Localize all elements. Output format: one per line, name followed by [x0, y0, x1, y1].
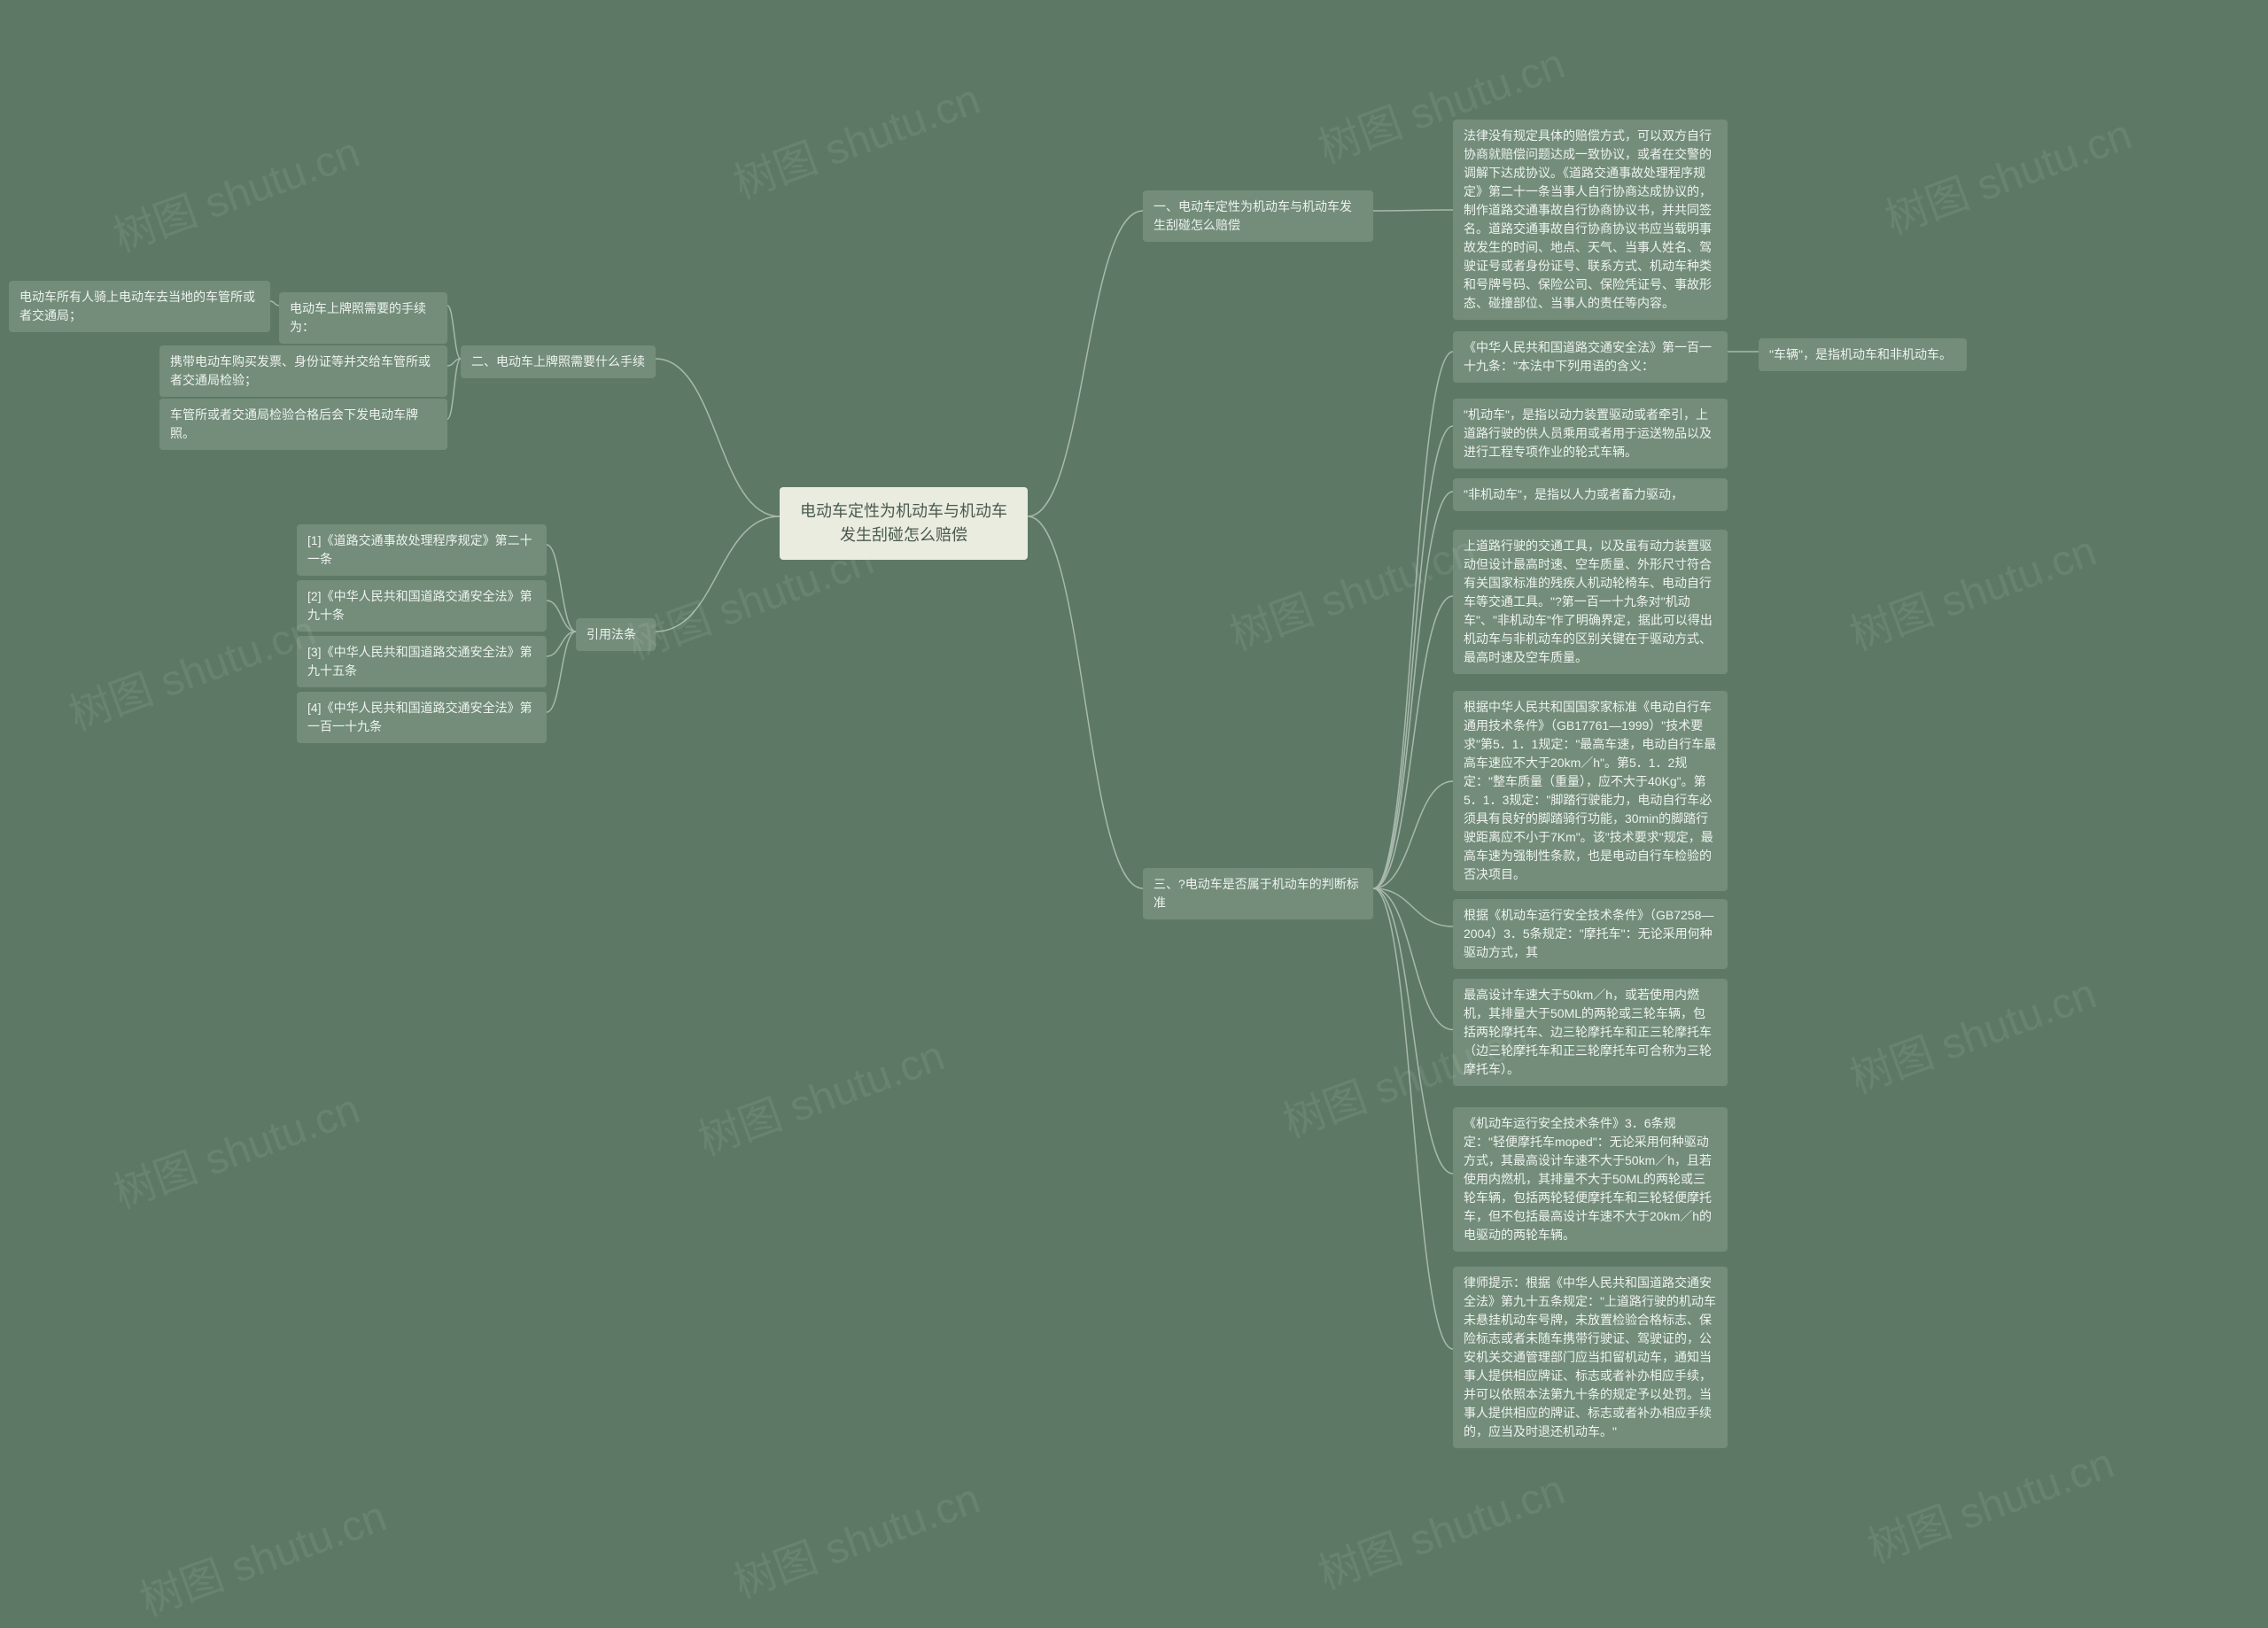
- connector-line: [1373, 888, 1453, 1030]
- branch-node-b3_1_1: "车辆"，是指机动车和非机动车。: [1759, 338, 1967, 371]
- connector-line: [1373, 492, 1453, 888]
- watermark-text: 树图 shutu.cn: [1858, 1428, 2121, 1574]
- connector-line: [1373, 426, 1453, 888]
- connector-line: [1373, 210, 1453, 211]
- connector-line: [656, 516, 780, 632]
- connector-line: [1028, 516, 1143, 888]
- connector-line: [1373, 888, 1453, 1174]
- connector-line: [547, 632, 576, 712]
- branch-node-b3_9: 律师提示：根据《中华人民共和国道路交通安全法》第九十五条规定："上道路行驶的机动…: [1453, 1267, 1728, 1448]
- connector-line: [1373, 888, 1453, 926]
- branch-node-b4_4: [4]《中华人民共和国道路交通安全法》第一百一十九条: [297, 692, 547, 743]
- connector-line: [656, 359, 780, 516]
- watermark-text: 树图 shutu.cn: [104, 1074, 367, 1220]
- watermark-text: 树图 shutu.cn: [104, 117, 367, 263]
- connector-line: [1373, 888, 1453, 1349]
- branch-node-b2: 二、电动车上牌照需要什么手续: [461, 345, 656, 378]
- connector-line: [270, 301, 279, 306]
- branch-node-b2_1: 电动车上牌照需要的手续为：: [279, 292, 447, 344]
- watermark-text: 树图 shutu.cn: [1840, 958, 2103, 1105]
- watermark-text: 树图 shutu.cn: [130, 1481, 393, 1627]
- branch-node-b3_6: 根据《机动车运行安全技术条件》（GB7258—2004）3．5条规定："摩托车"…: [1453, 899, 1728, 969]
- branch-node-b3_8: 《机动车运行安全技术条件》3．6条规定："轻便摩托车moped"：无论采用何种驱…: [1453, 1107, 1728, 1252]
- branch-node-b3_7: 最高设计车速大于50km／h，或若使用内燃机，其排量大于50ML的两轮或三轮车辆…: [1453, 979, 1728, 1086]
- connector-line: [1373, 352, 1453, 888]
- connector-line: [1373, 781, 1453, 888]
- connector-line: [547, 632, 576, 656]
- branch-node-b2_3: 车管所或者交通局检验合格后会下发电动车牌照。: [159, 399, 447, 450]
- branch-node-b4: 引用法条: [576, 618, 656, 651]
- connector-line: [447, 306, 461, 359]
- branch-node-b4_1: [1]《道路交通事故处理程序规定》第二十一条: [297, 524, 547, 576]
- watermark-text: 树图 shutu.cn: [724, 1463, 987, 1609]
- branch-node-b2_2: 携带电动车购买发票、身份证等并交给车管所或者交通局检验；: [159, 345, 447, 397]
- branch-node-b3_5: 根据中华人民共和国国家家标准《电动自行车通用技术条件》（GB17761—1999…: [1453, 691, 1728, 891]
- connector-line: [1373, 596, 1453, 888]
- connector-line: [447, 359, 461, 366]
- watermark-text: 树图 shutu.cn: [1220, 516, 1483, 662]
- watermark-text: 树图 shutu.cn: [1309, 1454, 1572, 1601]
- branch-node-b4_3: [3]《中华人民共和国道路交通安全法》第九十五条: [297, 636, 547, 687]
- watermark-text: 树图 shutu.cn: [1876, 99, 2139, 245]
- branch-node-b2_1_1: 电动车所有人骑上电动车去当地的车管所或者交通局；: [9, 281, 270, 332]
- branch-node-b3_1: 《中华人民共和国道路交通安全法》第一百一十九条："本法中下列用语的含义：: [1453, 331, 1728, 383]
- watermark-text: 树图 shutu.cn: [724, 64, 987, 210]
- branch-node-b4_2: [2]《中华人民共和国道路交通安全法》第九十条: [297, 580, 547, 632]
- watermark-text: 树图 shutu.cn: [688, 1020, 951, 1167]
- branch-node-b1_1: 法律没有规定具体的赔偿方式，可以双方自行协商就赔偿问题达成一致协议，或者在交警的…: [1453, 120, 1728, 320]
- branch-node-b3_4: 上道路行驶的交通工具，以及虽有动力装置驱动但设计最高时速、空车质量、外形尺寸符合…: [1453, 530, 1728, 674]
- watermark-text: 树图 shutu.cn: [59, 595, 322, 741]
- branch-node-b3_3: "非机动车"，是指以人力或者畜力驱动，: [1453, 478, 1728, 511]
- connector-line: [1028, 211, 1143, 516]
- watermark-text: 树图 shutu.cn: [1840, 516, 2103, 662]
- branch-node-b1: 一、电动车定性为机动车与机动车发生刮碰怎么赔偿: [1143, 190, 1373, 242]
- center-node: 电动车定性为机动车与机动车发生刮碰怎么赔偿: [780, 487, 1028, 560]
- connector-line: [447, 359, 461, 419]
- branch-node-b3_2: "机动车"，是指以动力装置驱动或者牵引，上道路行驶的供人员乘用或者用于运送物品以…: [1453, 399, 1728, 469]
- connector-line: [547, 545, 576, 632]
- connector-line: [547, 601, 576, 632]
- connector-layer: [0, 0, 2268, 1625]
- branch-node-b3: 三、?电动车是否属于机动车的判断标准: [1143, 868, 1373, 919]
